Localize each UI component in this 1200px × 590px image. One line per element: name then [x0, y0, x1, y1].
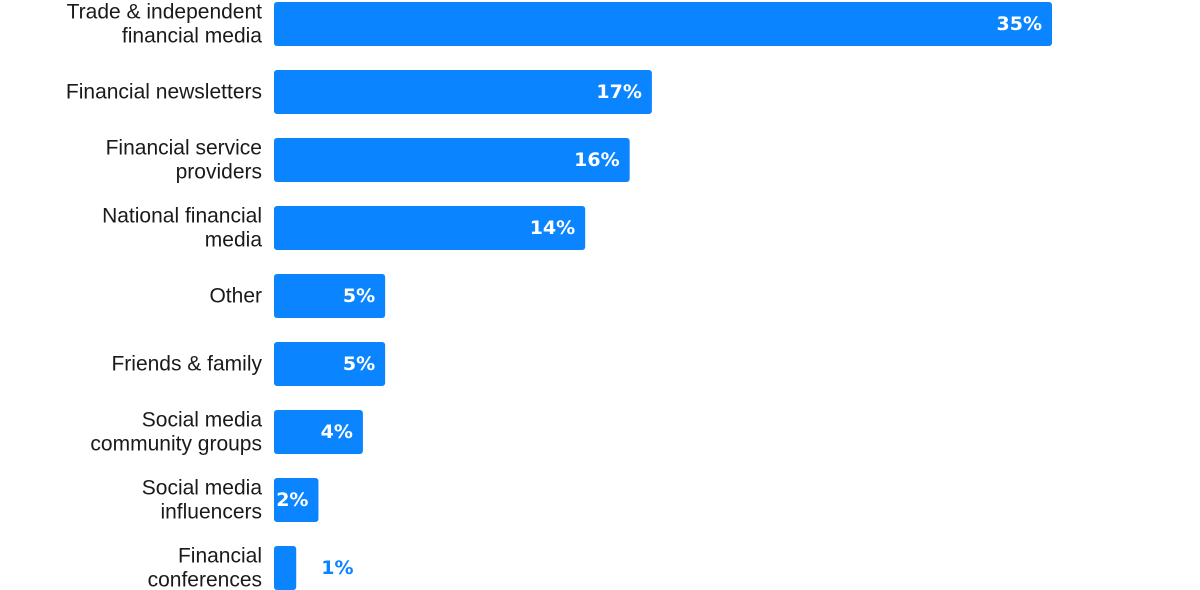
bar-3 [274, 206, 586, 250]
bar-4 [274, 274, 386, 318]
category-label-0-line-1: financial media [122, 25, 262, 48]
value-label-4: 5% [343, 285, 375, 307]
category-label-5: Friends & family [111, 353, 262, 376]
category-label-3-line-0: National financial [102, 205, 262, 228]
value-label-7: 2% [276, 489, 308, 511]
category-label-7-line-1: influencers [160, 501, 262, 524]
category-label-3-line-1: media [205, 229, 263, 252]
bar-5 [274, 342, 386, 386]
value-label-8: 1% [321, 557, 353, 579]
bar-2 [274, 138, 630, 182]
bar-1 [274, 70, 652, 114]
value-label-1: 17% [596, 81, 641, 103]
bar-7 [274, 478, 319, 522]
category-label-7: Social media influencers [142, 477, 263, 524]
value-label-0: 35% [997, 13, 1042, 35]
category-label-1: Financial newsletters [66, 81, 262, 104]
bar-8 [274, 546, 297, 590]
category-label-8-line-1: conferences [148, 569, 262, 590]
category-label-6-line-1: community groups [90, 433, 262, 456]
value-label-6: 4% [321, 421, 353, 443]
category-label-3: National financial media [102, 205, 262, 252]
value-label-3: 14% [530, 217, 575, 239]
category-labels-group: Trade & independent financial media Financ… [66, 1, 263, 590]
category-label-6: Social media community groups [90, 409, 262, 456]
category-label-5-line-0: Friends & family [111, 353, 262, 376]
category-label-4: Other [209, 285, 262, 308]
category-label-2-line-1: providers [176, 161, 262, 184]
value-labels-group: 35% 17% 16% 14% 5% 5% 4% 2% 1% [276, 13, 1042, 579]
category-label-2-line-0: Financial service [106, 137, 262, 160]
category-label-0: Trade & independent financial media [67, 1, 263, 48]
category-label-1-line-0: Financial newsletters [66, 81, 262, 104]
category-label-6-line-0: Social media [142, 409, 263, 432]
category-label-0-line-0: Trade & independent [67, 1, 263, 24]
bars-group [274, 2, 1052, 590]
category-label-8-line-0: Financial [178, 545, 262, 568]
bar-6 [274, 410, 363, 454]
category-label-4-line-0: Other [209, 285, 262, 308]
category-label-8: Financial conferences [148, 545, 262, 590]
bar-0 [274, 2, 1052, 46]
value-label-2: 16% [574, 149, 619, 171]
category-label-7-line-0: Social media [142, 477, 263, 500]
value-label-5: 5% [343, 353, 375, 375]
category-label-2: Financial service providers [106, 137, 262, 184]
